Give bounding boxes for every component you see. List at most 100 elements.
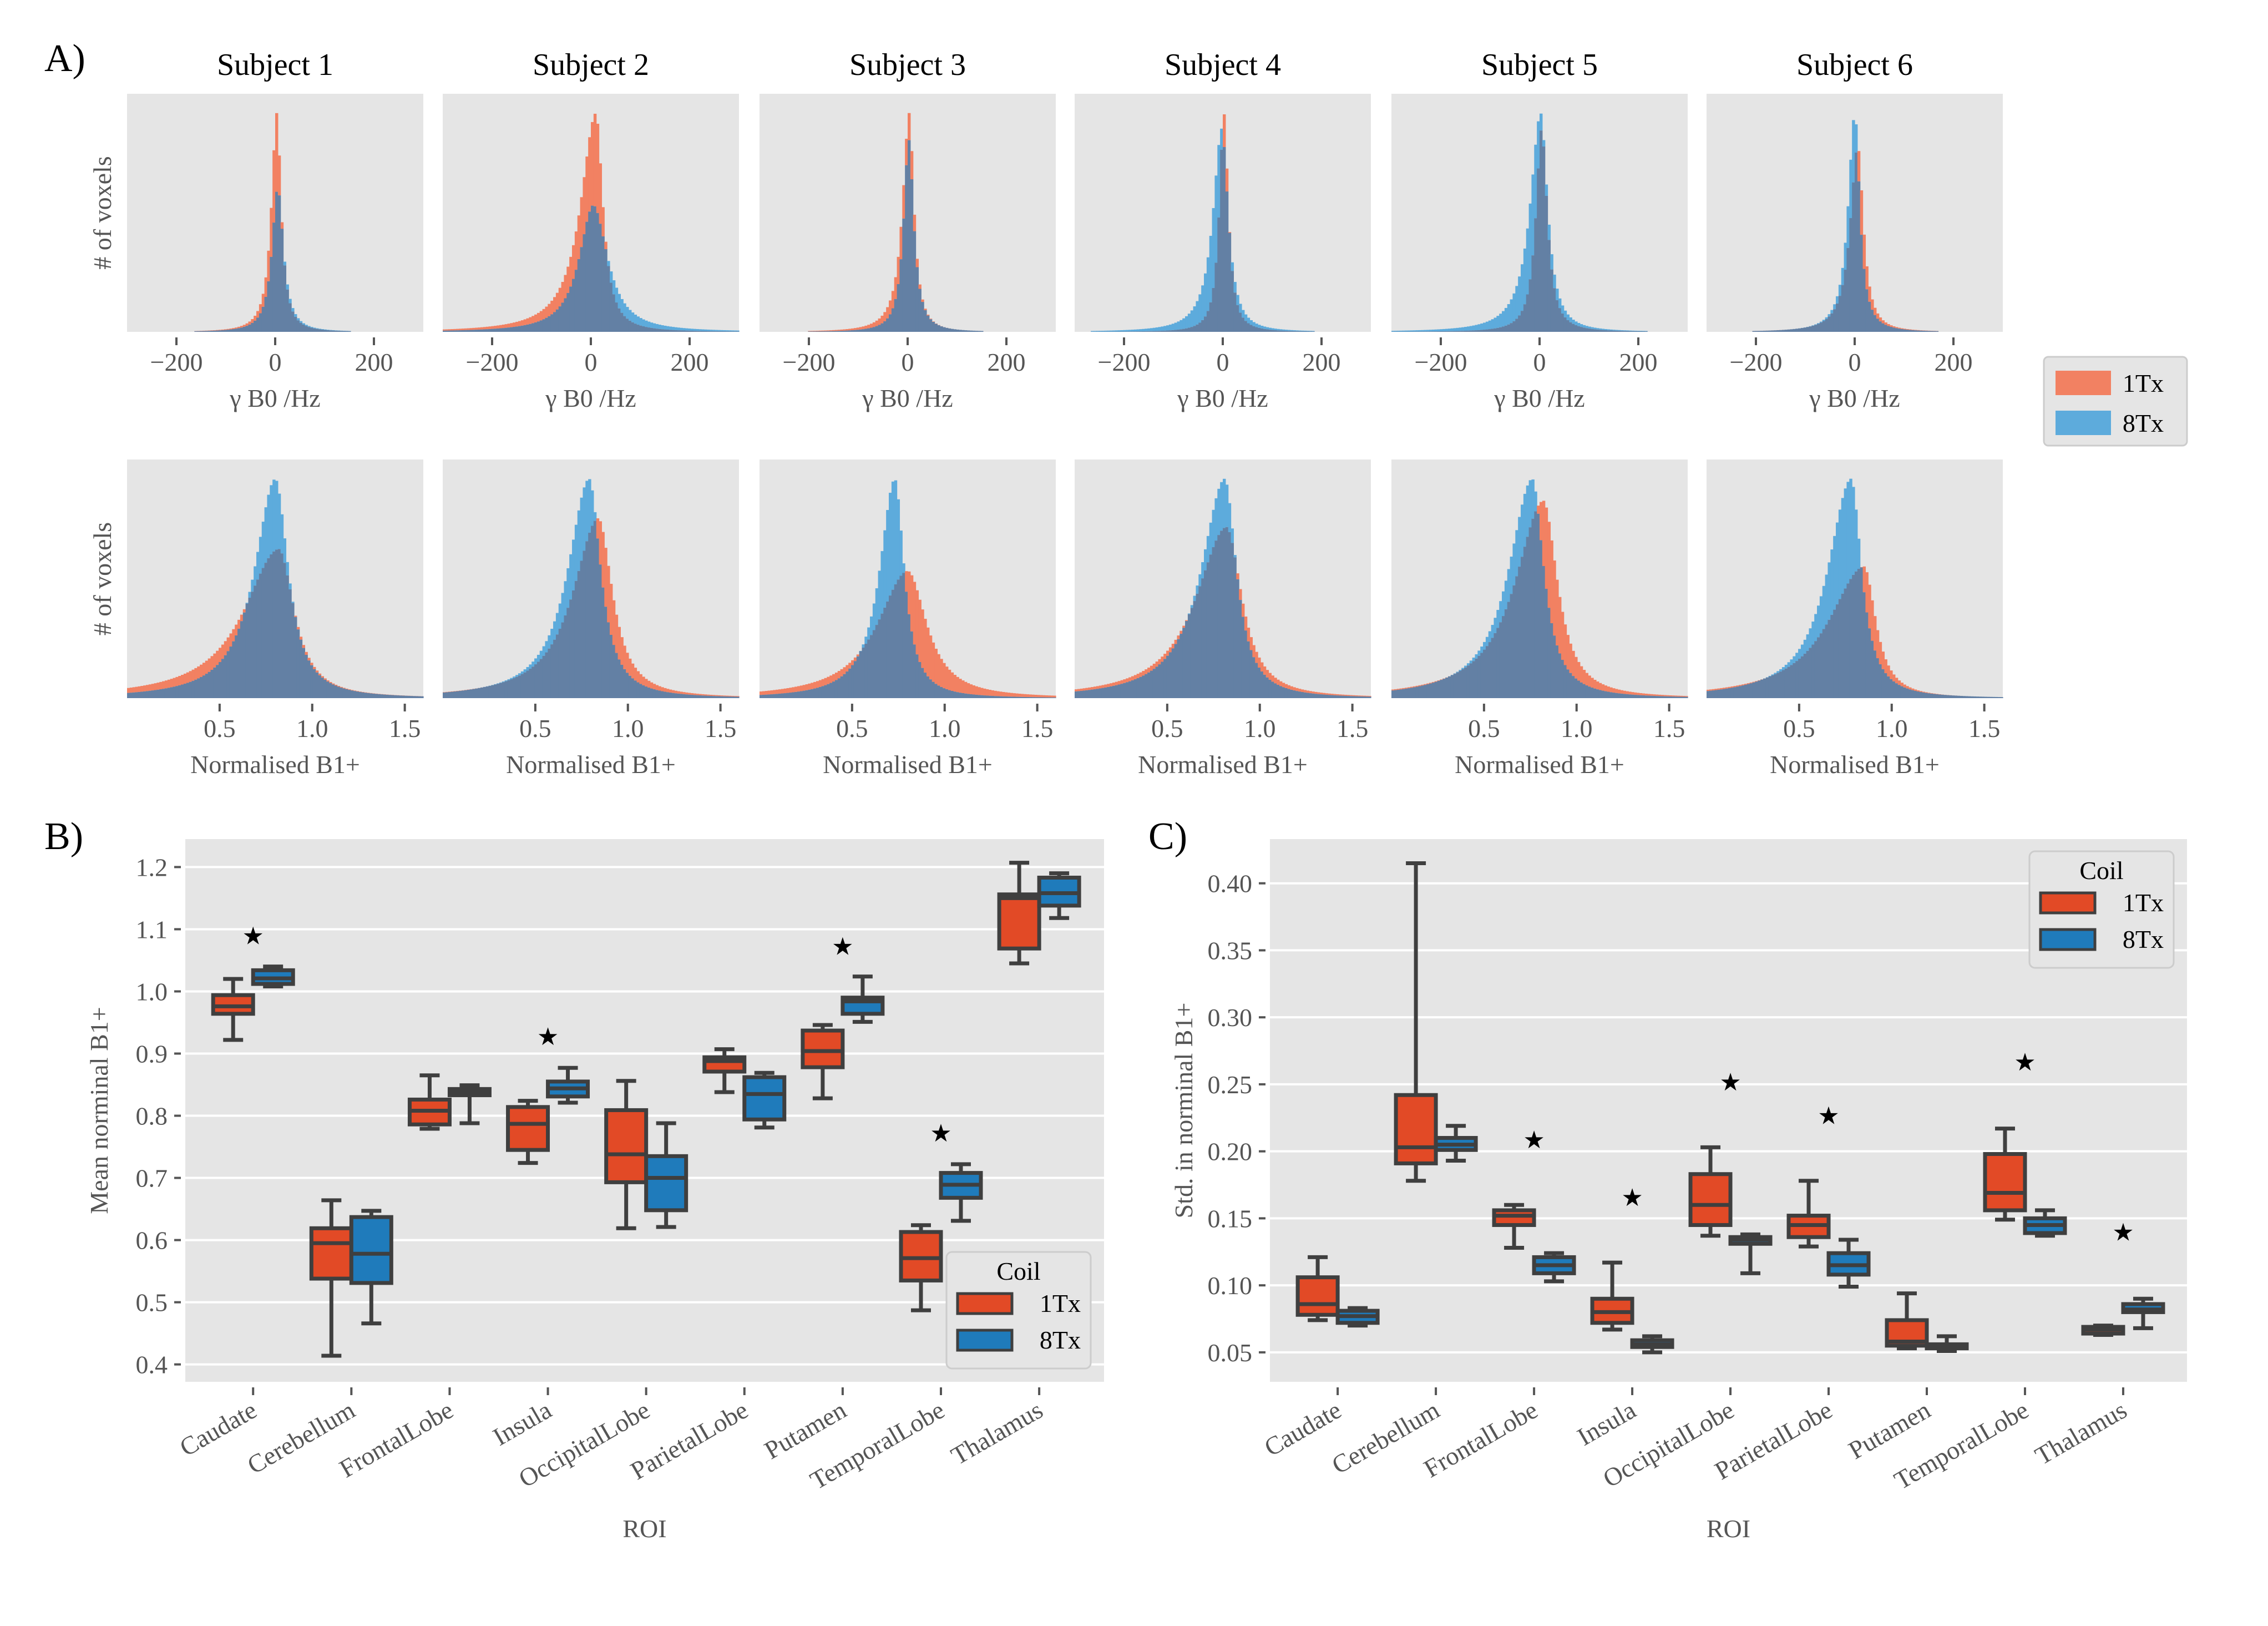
box-1tx bbox=[1590, 1260, 1634, 1332]
histogram-bar-overlap bbox=[1604, 330, 1607, 332]
histogram-bar-overlap bbox=[905, 165, 908, 332]
histogram-bar-overlap bbox=[372, 693, 376, 698]
histogram-bar-overlap bbox=[491, 685, 494, 698]
histogram-bar-8tx bbox=[1523, 493, 1527, 547]
histogram-bar-overlap bbox=[1504, 609, 1508, 698]
histogram-bar-8tx bbox=[1502, 591, 1505, 617]
histogram-bar-1tx bbox=[599, 521, 603, 565]
histogram-bar-1tx bbox=[1919, 691, 1922, 692]
histogram-bar-1tx bbox=[1155, 661, 1159, 667]
histogram-bar-overlap bbox=[1916, 330, 1920, 332]
histogram-bar-overlap bbox=[307, 327, 311, 332]
histogram-bar-8tx bbox=[886, 509, 889, 602]
histogram-bar-8tx bbox=[286, 562, 289, 575]
histogram-bar-1tx bbox=[1925, 692, 1928, 693]
histogram-bar-1tx bbox=[843, 329, 846, 331]
histogram-bar-1tx bbox=[1115, 681, 1118, 685]
histogram-bar-1tx bbox=[848, 329, 852, 331]
histogram-bar-8tx bbox=[645, 320, 648, 327]
histogram-bar-overlap bbox=[932, 681, 935, 698]
histogram-bar-8tx bbox=[1201, 562, 1204, 579]
histogram-bar-overlap bbox=[591, 526, 594, 698]
histogram-bar-1tx bbox=[596, 123, 600, 213]
histogram-bar-8tx bbox=[497, 683, 500, 684]
histogram-bar-1tx bbox=[1558, 597, 1562, 654]
box-1tx bbox=[702, 1047, 747, 1094]
histogram-bar-overlap bbox=[1185, 621, 1188, 698]
histogram-bar-overlap bbox=[623, 316, 626, 332]
histogram-bar-overlap bbox=[504, 327, 508, 332]
histogram-bar-overlap bbox=[1303, 331, 1307, 332]
histogram-bar-overlap bbox=[1155, 331, 1159, 332]
histogram-bar-1tx bbox=[1045, 695, 1049, 698]
histogram-bar-8tx bbox=[1475, 325, 1478, 331]
histogram-bar-1tx bbox=[615, 614, 619, 653]
histogram-bar-1tx bbox=[186, 672, 190, 683]
histogram-bar-8tx bbox=[1626, 330, 1629, 331]
y-axis-label: Std. in norminal B1+ bbox=[1170, 1003, 1198, 1219]
histogram-bar-8tx bbox=[261, 522, 265, 568]
y-tick-label: 0.6 bbox=[136, 1226, 168, 1255]
histogram-bar-1tx bbox=[494, 326, 497, 329]
histogram-bar-overlap bbox=[1545, 195, 1548, 332]
histogram-bar-1tx bbox=[280, 222, 284, 229]
histogram-bar-8tx bbox=[267, 494, 270, 558]
histogram-bar-overlap bbox=[453, 330, 457, 332]
histogram-bar-8tx bbox=[1104, 330, 1107, 332]
histogram-bar-8tx bbox=[1580, 324, 1583, 327]
histogram-bar-8tx bbox=[531, 661, 535, 667]
histogram-bar-8tx bbox=[1817, 605, 1820, 638]
y-tick-label: 0.10 bbox=[1208, 1271, 1253, 1300]
histogram-bar-overlap bbox=[1252, 657, 1256, 698]
histogram-bar-overlap bbox=[553, 312, 556, 332]
histogram-bar-8tx bbox=[1569, 317, 1572, 322]
histogram-bar-8tx bbox=[1217, 488, 1221, 536]
histogram-bar-1tx bbox=[604, 241, 608, 249]
significance-star: ★ bbox=[537, 1023, 559, 1051]
histogram-bar-1tx bbox=[1666, 695, 1669, 696]
histogram-bar-1tx bbox=[507, 324, 510, 328]
histogram-bar-overlap bbox=[902, 573, 905, 698]
histogram-bar-1tx bbox=[1682, 695, 1685, 697]
histogram-bar-overlap bbox=[1542, 565, 1546, 698]
histogram-bar-overlap bbox=[1142, 331, 1145, 332]
histogram-bar-overlap bbox=[275, 549, 279, 698]
y-axis-label: # of voxels bbox=[88, 522, 117, 635]
histogram-bar-overlap bbox=[494, 684, 497, 698]
histogram-bar-overlap bbox=[983, 695, 986, 698]
histogram-bar-1tx bbox=[829, 675, 833, 683]
histogram-bar-overlap bbox=[945, 327, 949, 332]
histogram-bar-1tx bbox=[1015, 693, 1019, 697]
histogram-bar-8tx bbox=[1131, 330, 1135, 332]
histogram-bar-8tx bbox=[254, 566, 257, 586]
histogram-bar-1tx bbox=[1260, 662, 1264, 672]
x-tick-label: 0 bbox=[585, 348, 598, 376]
histogram-bar-overlap bbox=[1742, 685, 1745, 698]
histogram-bar-1tx bbox=[1620, 690, 1624, 694]
histogram-bar-overlap bbox=[1822, 629, 1826, 698]
histogram-bar-8tx bbox=[494, 684, 497, 685]
histogram-bar-overlap bbox=[1442, 679, 1446, 698]
histogram-bar-overlap bbox=[717, 331, 721, 332]
histogram-bar-overlap bbox=[937, 685, 940, 698]
histogram-bar-1tx bbox=[1265, 670, 1269, 678]
histogram-bar-8tx bbox=[1841, 498, 1845, 594]
histogram-bar-1tx bbox=[1639, 693, 1643, 695]
histogram-bar-overlap bbox=[574, 270, 578, 332]
histogram-bar-overlap bbox=[1733, 687, 1737, 698]
histogram-bar-overlap bbox=[862, 329, 865, 332]
histogram-bar-overlap bbox=[609, 634, 613, 698]
histogram-bar-8tx bbox=[1098, 331, 1102, 332]
histogram-bar-overlap bbox=[1728, 688, 1732, 698]
histogram-bar-8tx bbox=[880, 551, 884, 614]
x-tick-label: 0 bbox=[269, 348, 282, 376]
histogram-bar-8tx bbox=[1274, 329, 1277, 330]
histogram-bar-1tx bbox=[674, 690, 677, 694]
histogram-bar-1tx bbox=[216, 330, 219, 331]
histogram-bar-overlap bbox=[1290, 689, 1293, 698]
x-tick-label: 0 bbox=[1217, 348, 1229, 376]
histogram-bar-overlap bbox=[1354, 696, 1358, 698]
histogram-bar-overlap bbox=[1341, 695, 1345, 698]
histogram-bar-1tx bbox=[897, 256, 900, 284]
